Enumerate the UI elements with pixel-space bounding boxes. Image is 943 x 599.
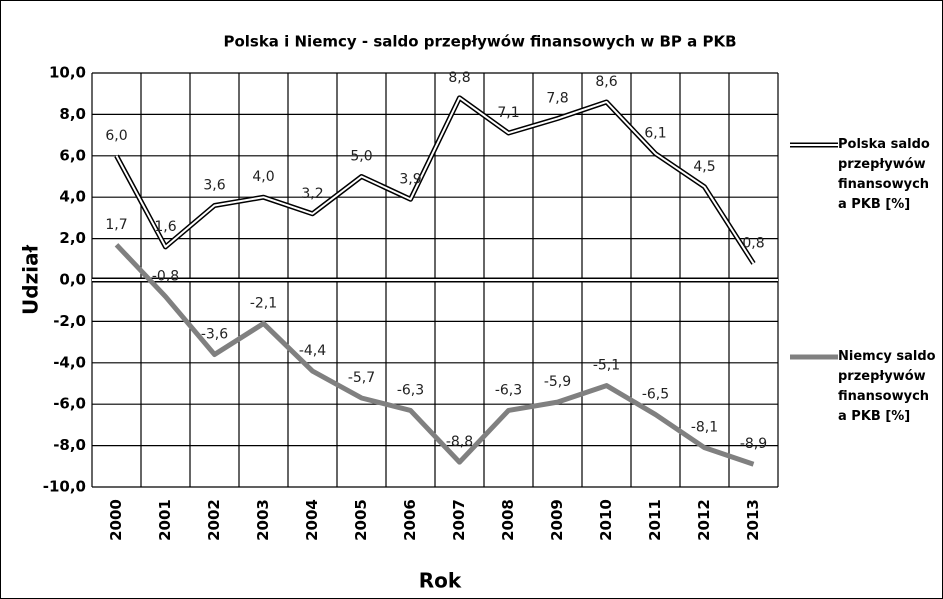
data-label: -6,5 <box>642 387 669 403</box>
data-label: 7,8 <box>546 91 568 107</box>
x-tick-label: 2009 <box>548 499 566 541</box>
y-tick-label: 10,0 <box>49 64 86 82</box>
x-axis-title: Rok <box>419 569 462 593</box>
data-label: 3,6 <box>203 177 225 193</box>
data-label: 6,1 <box>644 126 666 142</box>
y-tick-label: -6,0 <box>53 395 86 413</box>
data-label: 3,9 <box>399 171 421 187</box>
y-tick-label: 4,0 <box>59 188 86 206</box>
x-tick-label: 2005 <box>352 499 370 541</box>
y-tick-label: 8,0 <box>59 105 86 123</box>
x-tick-label: 2000 <box>107 499 125 541</box>
data-label: -5,9 <box>544 374 571 390</box>
data-label: 1,7 <box>105 217 127 233</box>
data-label: 1,6 <box>154 219 176 235</box>
data-label: -5,1 <box>593 358 620 374</box>
y-tick-label: -10,0 <box>43 478 86 496</box>
data-label: -0,8 <box>152 269 179 285</box>
data-label: 6,0 <box>105 128 127 144</box>
x-tick-label: 2004 <box>303 499 321 541</box>
data-label: -4,4 <box>299 343 326 359</box>
data-label: 3,2 <box>301 186 323 202</box>
data-label: 7,1 <box>497 105 519 121</box>
data-label: -8,1 <box>691 420 718 436</box>
y-axis-title: Udział <box>19 244 43 315</box>
series-line-inner <box>115 96 755 264</box>
x-tick-label: 2011 <box>646 499 664 541</box>
x-tick-label: 2013 <box>744 499 762 541</box>
data-label: -8,9 <box>740 436 767 452</box>
data-label: 8,8 <box>448 70 470 86</box>
y-tick-label: 0,0 <box>59 271 86 289</box>
y-tick-label: -4,0 <box>53 353 86 371</box>
data-label: -5,7 <box>348 370 375 386</box>
x-tick-label: 2008 <box>499 499 517 541</box>
data-label: -2,1 <box>250 295 277 311</box>
data-label: 5,0 <box>350 149 372 165</box>
data-label: 8,6 <box>595 74 617 90</box>
y-tick-label: 6,0 <box>59 146 86 164</box>
data-label: -6,3 <box>495 382 522 398</box>
data-label: 4,5 <box>693 159 715 175</box>
chart-title: Polska i Niemcy - saldo przepływów finan… <box>223 33 736 51</box>
data-label: 0,8 <box>742 235 764 251</box>
data-label: -3,6 <box>201 327 228 343</box>
x-tick-label: 2010 <box>597 499 615 541</box>
x-tick-label: 2002 <box>205 499 223 541</box>
data-label: -6,3 <box>397 382 424 398</box>
legend-label: Polska saldo przepływów finansowych a PK… <box>838 137 930 212</box>
legend-label: Niemcy saldo przepływów finansowych a PK… <box>838 349 936 424</box>
y-tick-label: -2,0 <box>53 312 86 330</box>
x-tick-label: 2007 <box>450 499 468 541</box>
x-tick-label: 2001 <box>156 499 174 541</box>
series-line <box>114 243 755 467</box>
data-label: 4,0 <box>252 169 274 185</box>
y-tick-label: -8,0 <box>53 436 86 454</box>
data-label: -8,8 <box>446 434 473 450</box>
y-tick-label: 2,0 <box>59 229 86 247</box>
x-tick-label: 2012 <box>695 499 713 541</box>
x-tick-label: 2006 <box>401 499 419 541</box>
x-tick-label: 2003 <box>254 499 272 541</box>
